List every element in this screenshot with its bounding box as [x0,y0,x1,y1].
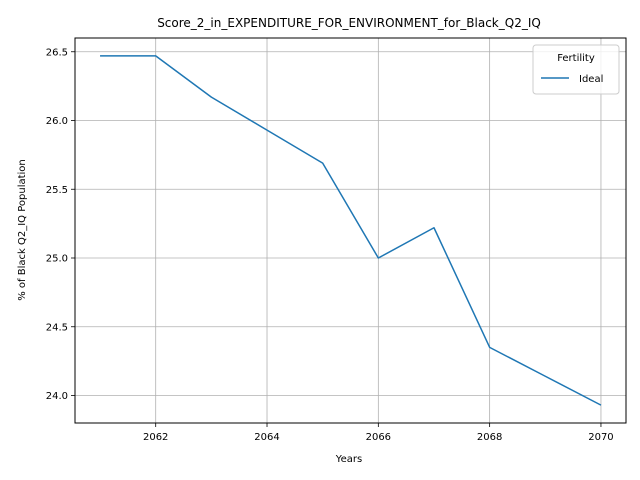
x-tick-label: 2070 [588,432,613,443]
legend-box [532,44,620,95]
y-tick-label: 25.5 [46,185,68,196]
axis-ticks: 2062 2064 2066 2068 2070 24.0 24.5 25.0 25.5 26.0… [46,47,614,443]
y-tick-label: 24.5 [46,322,68,333]
series-layer [100,55,602,406]
y-tick-label: 24.0 [46,391,68,402]
x-tick-label: 2062 [143,432,168,443]
plot-frame [74,37,627,424]
x-tick-label: 2068 [477,432,502,443]
y-axis-label: % of Black Q2_IQ Population [17,159,28,301]
legend-label-ideal: Ideal [579,74,603,85]
chart-title: Score_2_in_EXPENDITURE_FOR_ENVIRONMENT_f… [157,16,541,30]
x-tick-label: 2066 [366,432,391,443]
series-line-ideal [100,55,602,406]
legend-title: Fertility [557,53,595,64]
y-tick-label: 26.5 [46,47,68,58]
y-tick-label: 25.0 [46,254,68,265]
x-tick-label: 2064 [254,432,279,443]
x-axis-label: Years [335,454,362,465]
legend: Fertility Ideal [532,44,620,95]
y-tick-label: 26.0 [46,116,68,127]
